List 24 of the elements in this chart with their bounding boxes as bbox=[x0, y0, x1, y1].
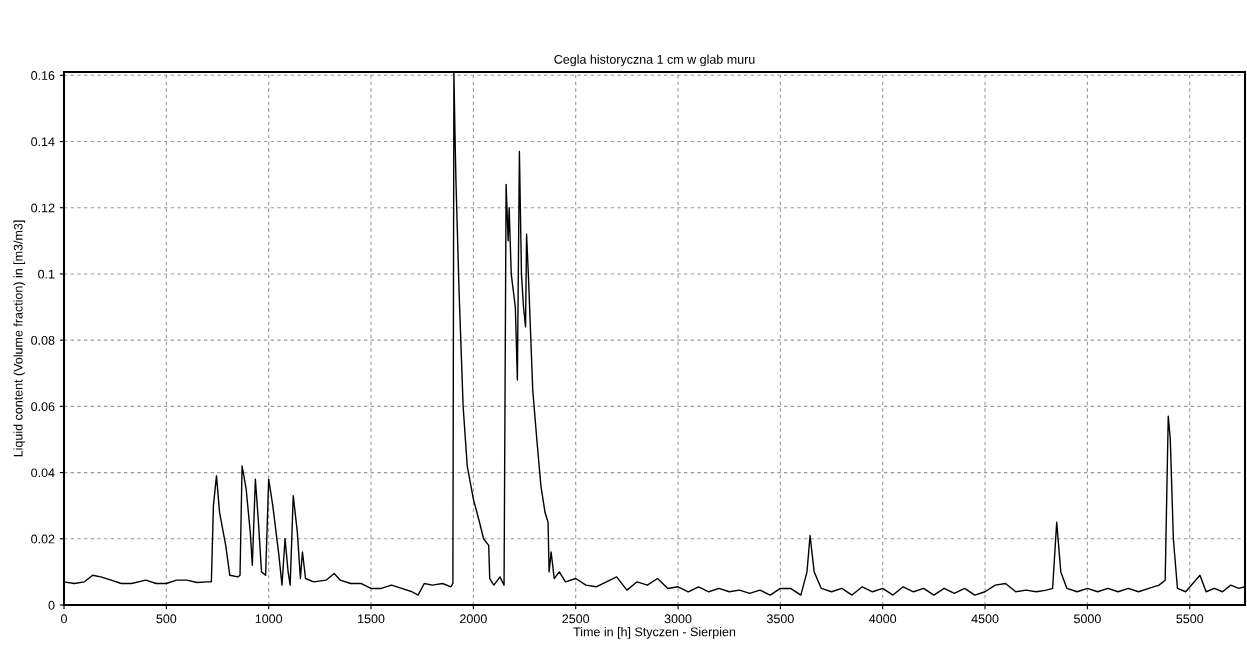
x-tick-label: 1000 bbox=[255, 614, 283, 624]
chart-title: Cegla historyczna 1 cm w glab muru bbox=[554, 54, 755, 67]
x-tick-label: 2000 bbox=[460, 614, 487, 624]
x-tick-label: 3000 bbox=[664, 614, 692, 624]
y-tick-label: 0 bbox=[48, 600, 55, 610]
y-tick-label: 0.12 bbox=[31, 203, 55, 213]
x-tick-label: 4000 bbox=[869, 614, 897, 624]
x-tick-label: 5000 bbox=[1073, 614, 1101, 624]
y-tick-label: 0.08 bbox=[31, 335, 55, 345]
x-axis-title: Time in [h] Styczen - Sierpien bbox=[573, 627, 736, 639]
y-axis-title: Liquid content (Volume fraction) in [m3/m3] bbox=[13, 220, 26, 457]
x-tick-label: 3500 bbox=[766, 614, 794, 624]
x-tick-label: 500 bbox=[156, 614, 177, 624]
y-tick-label: 0.14 bbox=[31, 137, 55, 147]
y-tick-label: 0.1 bbox=[38, 269, 55, 279]
y-tick-label: 0.16 bbox=[31, 71, 55, 80]
x-tick-label: 4500 bbox=[971, 614, 999, 624]
y-tick-label: 0.06 bbox=[31, 402, 55, 412]
y-tick-label: 0.02 bbox=[31, 534, 55, 544]
x-tick-label: 5500 bbox=[1176, 614, 1204, 624]
x-tick-label: 1500 bbox=[358, 614, 385, 624]
y-tick-label: 0.04 bbox=[31, 468, 55, 478]
x-tick-label: 2500 bbox=[562, 614, 590, 624]
x-tick-label: 0 bbox=[61, 614, 67, 624]
